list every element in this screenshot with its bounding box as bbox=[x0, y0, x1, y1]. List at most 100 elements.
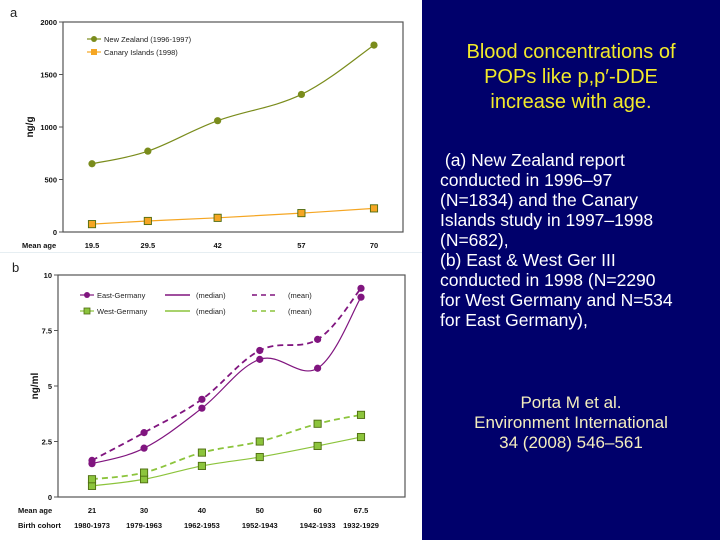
body-line: conducted in 1998 (N=2290 bbox=[440, 270, 656, 290]
data-point bbox=[140, 444, 148, 452]
data-point bbox=[314, 364, 322, 372]
data-point bbox=[356, 410, 366, 419]
title-line: POPs like p,p′-DDE bbox=[484, 66, 658, 88]
data-point bbox=[370, 41, 378, 49]
data-point bbox=[356, 433, 366, 442]
data-point bbox=[314, 335, 322, 343]
citation-line: 34 (2008) 546–561 bbox=[499, 433, 643, 452]
legend-marker bbox=[91, 36, 97, 42]
x-axis-label-b: Mean age bbox=[18, 506, 52, 515]
y-tick-label: 1000 bbox=[40, 123, 57, 132]
body-line: for West Germany and N=534 bbox=[440, 290, 673, 310]
x-tick-label: 57 bbox=[297, 241, 305, 250]
series-line bbox=[91, 207, 375, 225]
data-point bbox=[213, 213, 222, 222]
body-line: (b) East & West Ger III bbox=[440, 250, 616, 270]
y-tick-label: 500 bbox=[44, 176, 57, 185]
data-point bbox=[313, 441, 322, 450]
series-line bbox=[91, 413, 362, 481]
x2-tick-label: 1942-1933 bbox=[300, 521, 336, 530]
x-axis-label-a: Mean age bbox=[22, 241, 56, 250]
data-point bbox=[88, 456, 96, 464]
x-tick-label: 70 bbox=[370, 241, 378, 250]
data-point bbox=[87, 475, 97, 484]
data-point bbox=[357, 293, 365, 301]
data-point bbox=[198, 395, 206, 403]
slide-body: (a) New Zealand report conducted in 1996… bbox=[440, 150, 720, 330]
y-tick-label: 7.5 bbox=[42, 327, 52, 336]
title-line: Blood concentrations of bbox=[466, 41, 676, 63]
citation-line: Porta M et al. bbox=[520, 393, 622, 412]
data-point bbox=[255, 437, 264, 446]
slide-title: Blood concentrations of POPs like p,p′-D… bbox=[422, 40, 720, 115]
body-line: conducted in 1996–97 bbox=[440, 170, 613, 190]
legend-label: New Zealand (1996-1997) bbox=[104, 35, 192, 44]
data-point bbox=[197, 461, 206, 470]
figure-panel: a ng/g Mean age 0 500 1000 1500 2000 19.5 29.… bbox=[0, 5, 422, 530]
legend-median-label: (median) bbox=[196, 307, 226, 316]
x-tick-label: 30 bbox=[140, 506, 148, 515]
body-line: (a) New Zealand report bbox=[440, 150, 625, 170]
x2-tick-label: 1979-1963 bbox=[126, 521, 162, 530]
y-tick-label: 0 bbox=[53, 228, 57, 237]
legend-group-label: East-Germany bbox=[97, 291, 146, 300]
data-point bbox=[313, 419, 322, 428]
y-tick-label: 10 bbox=[44, 271, 52, 280]
legend-median-label: (median) bbox=[196, 291, 226, 300]
data-point bbox=[87, 220, 97, 229]
x-tick-label: 67.5 bbox=[354, 506, 369, 515]
x-tick-label: 21 bbox=[88, 506, 96, 515]
title-line: increase with age. bbox=[490, 91, 652, 113]
body-line: Islands study in 1997–1998 bbox=[440, 210, 654, 230]
legend-label: Canary Islands (1998) bbox=[104, 48, 178, 57]
x-tick-label: 29.5 bbox=[141, 241, 156, 250]
panel-divider bbox=[0, 252, 422, 253]
data-point bbox=[256, 355, 264, 363]
x-tick-label: 50 bbox=[256, 506, 264, 515]
body-line: (N=1834) and the Canary bbox=[440, 190, 638, 210]
chart-a: a ng/g Mean age 0 500 1000 1500 2000 19.5 29.… bbox=[10, 5, 404, 250]
body-line: for East Germany), bbox=[440, 310, 588, 330]
data-point bbox=[140, 429, 148, 437]
y-tick-label: 5 bbox=[48, 382, 52, 391]
data-point bbox=[88, 160, 96, 168]
data-point bbox=[256, 346, 264, 355]
citation: Porta M et al. Environment International… bbox=[422, 393, 720, 453]
y-tick-label: 1500 bbox=[40, 71, 57, 80]
y-tick-label: 0 bbox=[48, 493, 52, 502]
data-point bbox=[143, 216, 152, 226]
data-point bbox=[197, 448, 206, 457]
y-axis-label-a: ng/g bbox=[25, 116, 36, 137]
panel-label-b: b bbox=[12, 260, 19, 275]
text-panel: Blood concentrations of POPs like p,p′-D… bbox=[422, 0, 720, 540]
data-point bbox=[140, 475, 149, 484]
legend-marker bbox=[91, 49, 97, 55]
x-tick-label: 60 bbox=[313, 506, 321, 515]
x-tick-label: 19.5 bbox=[85, 241, 100, 250]
data-point bbox=[140, 468, 149, 477]
data-point bbox=[297, 209, 306, 218]
legend-marker bbox=[83, 307, 91, 315]
y-axis-label-b: ng/ml bbox=[30, 372, 41, 399]
data-point bbox=[369, 204, 379, 213]
data-point bbox=[297, 90, 306, 99]
legend-marker bbox=[84, 292, 90, 298]
legend-mean-label: (mean) bbox=[288, 291, 312, 300]
y-tick-label: 2.5 bbox=[42, 438, 52, 447]
data-point bbox=[144, 147, 152, 155]
x-tick-label: 40 bbox=[198, 506, 206, 515]
data-point bbox=[198, 404, 206, 412]
data-point bbox=[255, 452, 264, 462]
series-line bbox=[91, 44, 375, 165]
data-point bbox=[214, 117, 222, 125]
chart-b: b ng/ml Mean age Birth cohort 0 2.5 5 7.5 10… bbox=[12, 260, 406, 530]
y-tick-label: 2000 bbox=[40, 18, 57, 27]
citation-line: Environment International bbox=[474, 413, 668, 432]
x2-tick-label: 1962-1953 bbox=[184, 521, 220, 530]
x2-axis-label-b: Birth cohort bbox=[18, 521, 61, 530]
x2-tick-label: 1932-1929 bbox=[343, 521, 379, 530]
x-tick-label: 42 bbox=[213, 241, 221, 250]
legend-mean-label: (mean) bbox=[288, 307, 312, 316]
x2-tick-label: 1980-1973 bbox=[74, 521, 110, 530]
body-line: (N=682), bbox=[440, 230, 509, 250]
